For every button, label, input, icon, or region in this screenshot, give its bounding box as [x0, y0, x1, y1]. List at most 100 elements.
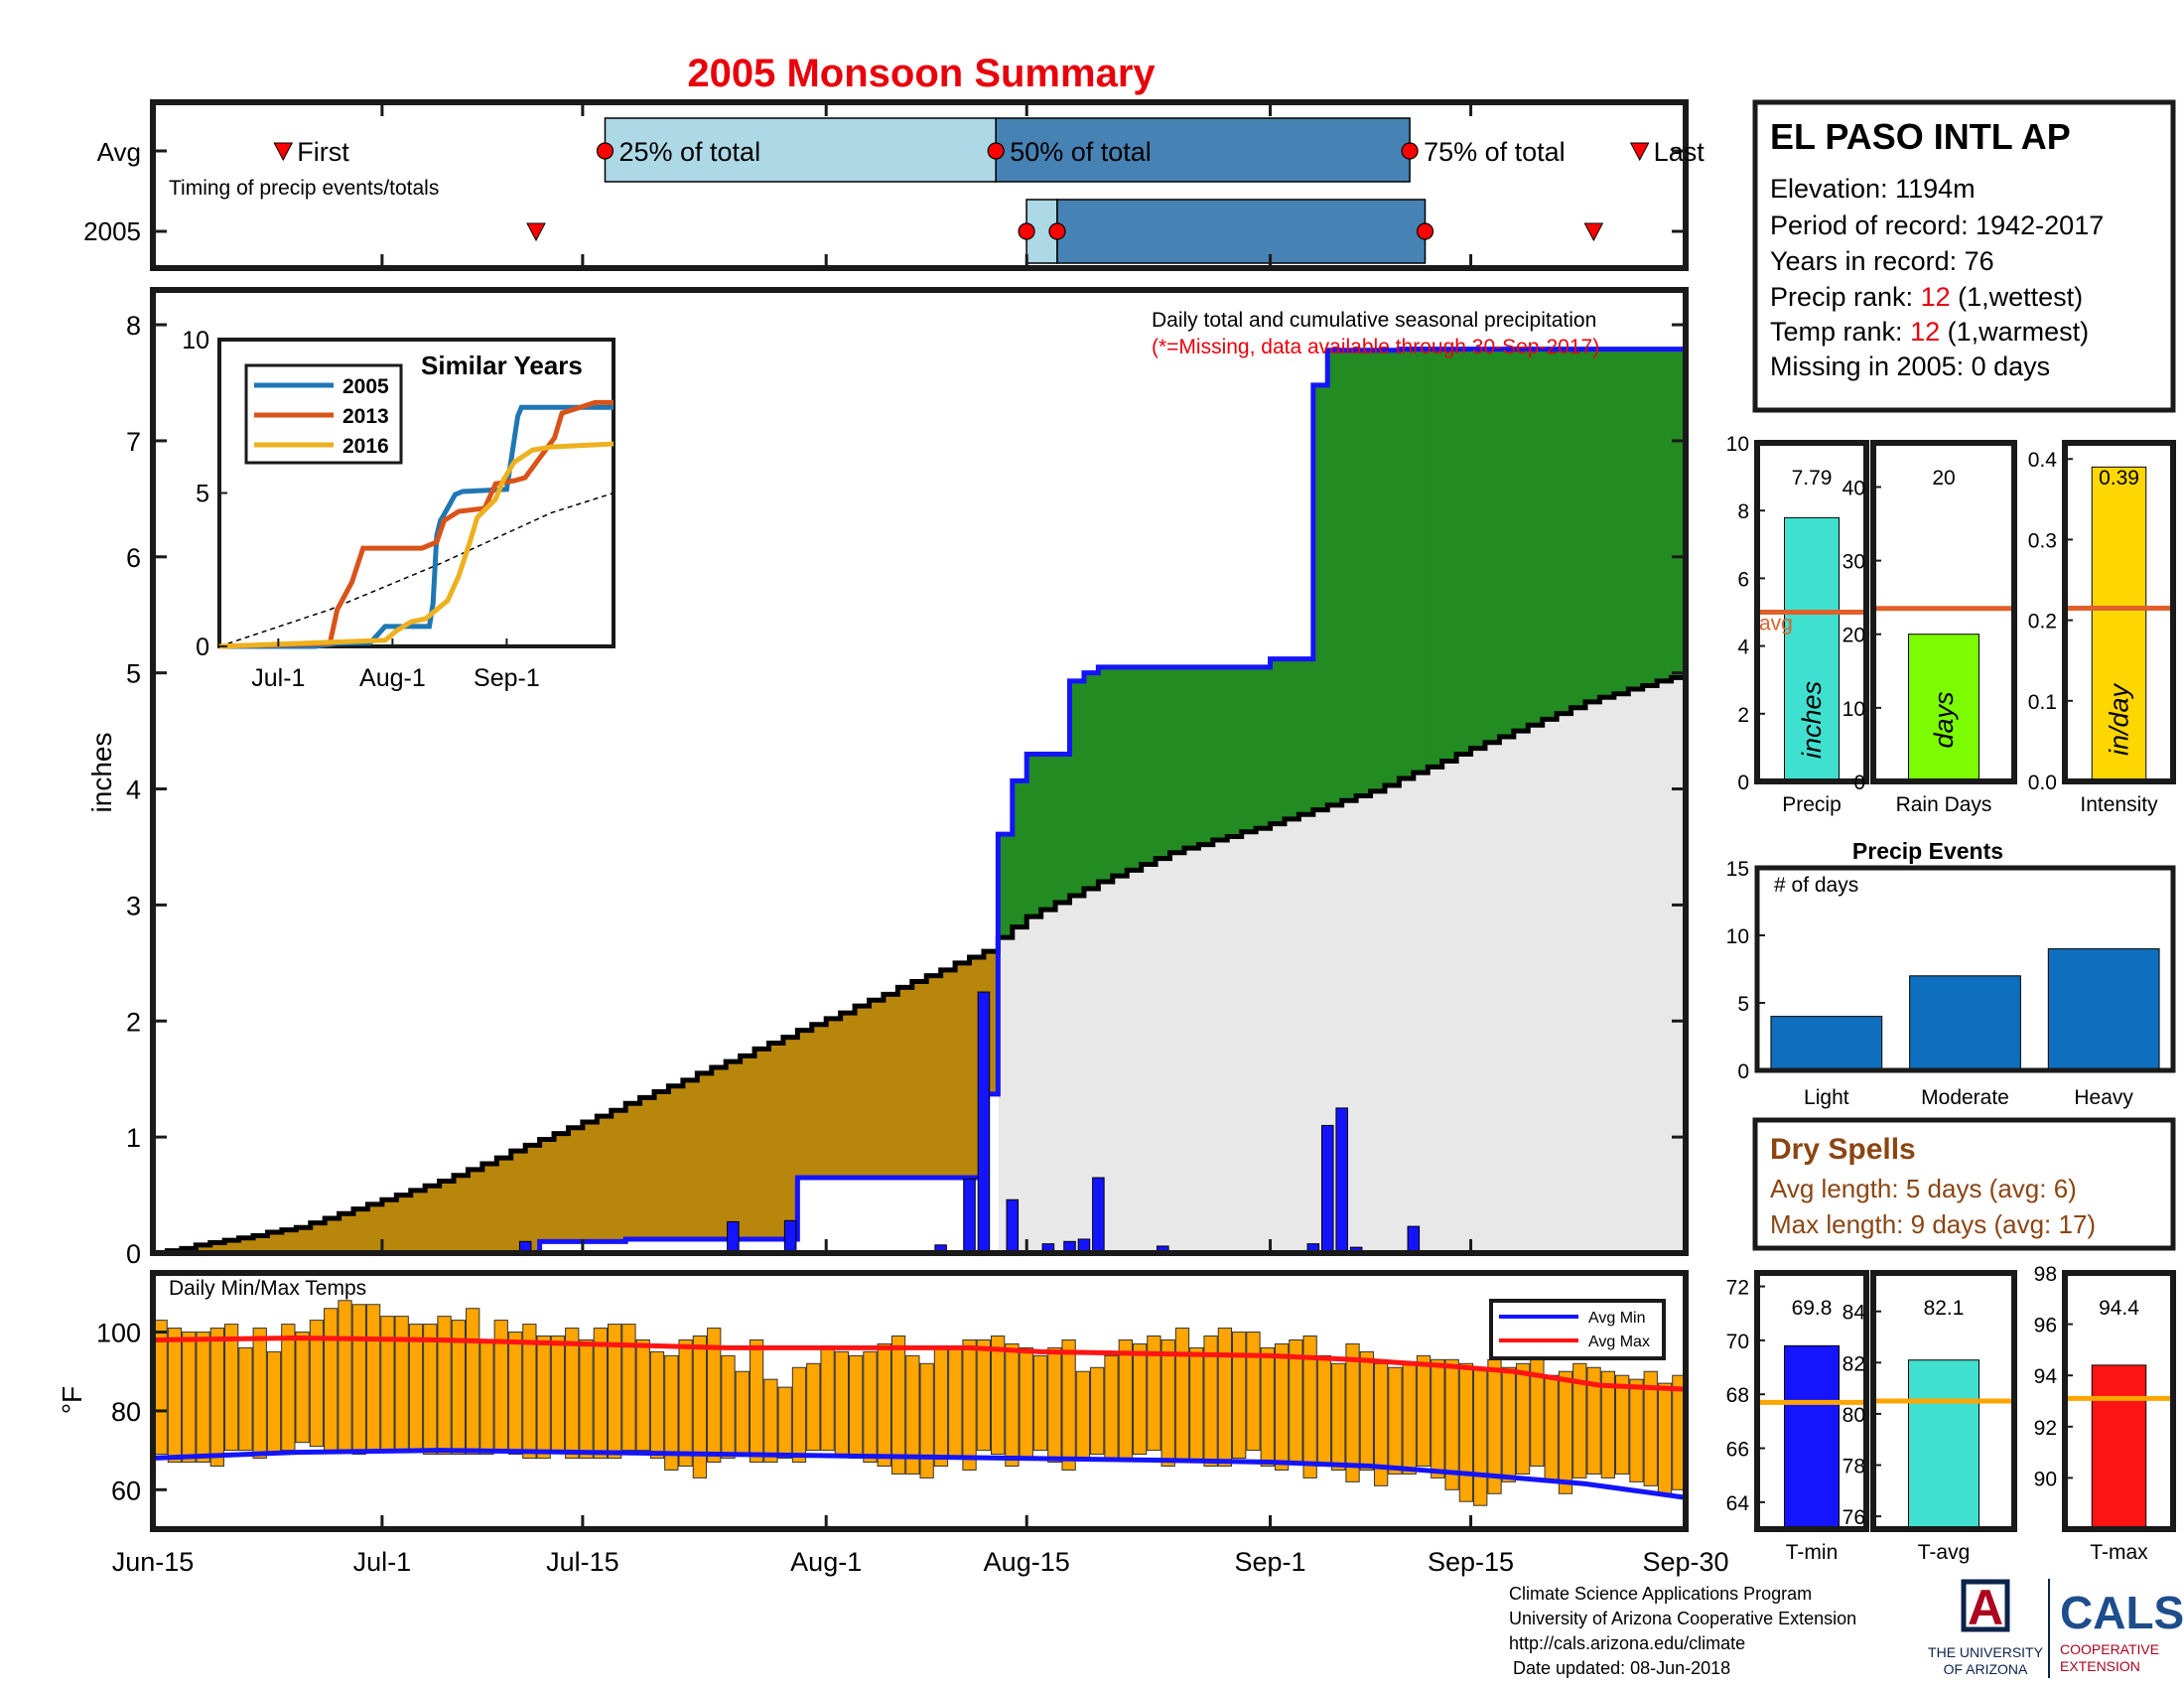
deficit-fill	[697, 1072, 713, 1239]
surplus-fill	[1055, 754, 1071, 904]
dry-spells-max-length: Max length: 9 days (avg: 17)	[1770, 1209, 2096, 1239]
temp-range-bar	[266, 1350, 282, 1456]
deficit-fill	[582, 1121, 598, 1242]
temp-range-bar	[1075, 1370, 1091, 1460]
temp-range-bar	[1501, 1366, 1516, 1482]
small-panel-frame	[1754, 440, 1869, 784]
temp-range-bar	[1473, 1366, 1488, 1506]
small-panel-y-tick-label: 0.4	[2028, 449, 2058, 472]
events-bar-light	[1770, 1016, 1883, 1071]
small-panel-y-tick-label: 98	[2034, 1263, 2057, 1286]
temp-range-bar	[1302, 1336, 1317, 1478]
small-panel-bar	[1784, 1344, 1840, 1530]
small-panel-t_avg: 76 78 80 82 84 82.1 T-avg	[1843, 1270, 2017, 1564]
main-y-tick-label: 2	[126, 1007, 141, 1037]
temp-range-bar	[209, 1328, 224, 1467]
deficit-fill	[897, 987, 913, 1179]
surplus-fill	[1613, 349, 1629, 694]
temp-range-bar	[1657, 1382, 1673, 1494]
temps-plot-area: 60 80 100 Jun-15 Jul-1 Jul-15 Aug-1 Aug-15 Sep-1…	[96, 1270, 1729, 1577]
surplus-fill	[1441, 349, 1457, 762]
figure-title: 2005 Monsoon Summary	[687, 52, 1156, 95]
small-panel-y-tick-label: 0.3	[2028, 529, 2057, 552]
station-years: Years in record: 76	[1770, 246, 1994, 276]
y2005-last-marker	[1583, 222, 1604, 242]
temp-range-bar	[579, 1338, 594, 1460]
timing-q50-label: 50% of total	[1010, 137, 1152, 167]
observed-below-area	[768, 1238, 784, 1253]
temp-range-bar	[976, 1338, 991, 1452]
events-plot-area: Light Moderate Heavy 0 5 10 15	[1726, 858, 2176, 1109]
cals-logo: CALS COOPERATIVE EXTENSION	[2060, 1587, 2184, 1674]
surplus-fill	[1169, 666, 1185, 853]
temp-range-bar	[863, 1350, 878, 1464]
observed-below-area	[826, 1178, 842, 1253]
temp-range-bar	[1416, 1354, 1432, 1467]
observed-below-area	[740, 1238, 755, 1253]
inset-title: Similar Years	[421, 351, 583, 380]
daily-precip-bar	[1335, 1107, 1348, 1254]
small-panel-value-label: 7.79	[1792, 467, 1833, 490]
surplus-fill	[1212, 666, 1228, 840]
temp-range-bar	[281, 1324, 296, 1452]
temps-x-tick-label: Aug-15	[984, 1547, 1070, 1577]
temp-range-bar	[309, 1320, 325, 1448]
surplus-fill	[1198, 666, 1214, 845]
small-panel-y-tick-label: 10	[1726, 433, 1749, 456]
deficit-fill	[855, 1006, 871, 1179]
daily-precip-bar	[727, 1220, 740, 1254]
timing-q75-label: 75% of total	[1424, 137, 1566, 167]
daily-precip-bar	[1407, 1225, 1421, 1254]
small-panel-y-tick-label: 96	[2034, 1315, 2057, 1337]
station-precip-rank: Precip rank: 12 (1,wettest)	[1770, 282, 2083, 312]
temp-range-bar	[1331, 1362, 1346, 1471]
timing-panel: Avg 2005 Timing of precip events/totals …	[83, 99, 1706, 271]
timing-last-label: Last	[1654, 137, 1706, 167]
temp-range-bar	[649, 1350, 665, 1460]
temp-range-bar	[550, 1336, 566, 1452]
small-panel-y-tick-label: 0	[1737, 772, 1749, 794]
deficit-fill	[955, 962, 971, 1179]
temp-range-bar	[1515, 1362, 1531, 1475]
main-y-tick-label: 8	[126, 311, 141, 341]
deficit-fill	[682, 1079, 698, 1239]
y2005-first-marker	[526, 222, 546, 242]
surplus-fill	[1528, 349, 1544, 726]
temp-range-bar	[707, 1328, 722, 1464]
main-plot-area: 0 1 2 3 4 5 6 7 8	[126, 287, 1689, 1269]
small-panel-y-tick-label: 66	[1726, 1439, 1749, 1462]
small-panel-y-tick-label: 0.0	[2028, 772, 2057, 794]
temp-range-bar	[479, 1338, 494, 1456]
surplus-fill	[1628, 349, 1644, 690]
deficit-fill	[940, 969, 956, 1179]
surplus-fill	[1341, 350, 1357, 801]
temp-range-bar	[777, 1386, 792, 1460]
temp-range-bar	[1431, 1358, 1445, 1478]
small-panel-value-label: 20	[1932, 467, 1955, 490]
observed-below-area	[897, 1178, 913, 1253]
small-panel-rain_days: 0 10 20 30 40 20 Rain Days days	[1843, 440, 2017, 816]
observed-below-area	[625, 1238, 641, 1253]
deficit-fill	[367, 1203, 383, 1253]
surplus-fill	[1456, 349, 1472, 755]
temp-range-bar	[1388, 1366, 1403, 1475]
surplus-fill	[1570, 349, 1586, 708]
small-panel-y-tick-label: 6	[1737, 568, 1749, 591]
temp-range-bar	[990, 1336, 1006, 1456]
deficit-fill	[840, 1013, 856, 1179]
temp-range-bar	[948, 1346, 963, 1460]
temp-range-bar	[1005, 1342, 1020, 1467]
daily-precip-bar	[963, 1178, 976, 1254]
deficit-fill	[782, 1037, 798, 1239]
temp-range-bar	[1174, 1328, 1190, 1464]
temp-range-bar	[238, 1346, 253, 1452]
events-category-label: Heavy	[2074, 1086, 2133, 1109]
temp-range-bar	[890, 1336, 906, 1475]
small-panel-bar-text: in/day	[2105, 682, 2134, 756]
observed-below-area	[697, 1238, 713, 1253]
small-panel-y-tick-label: 76	[1843, 1506, 1865, 1529]
small-panel-y-tick-label: 20	[1843, 625, 1865, 647]
footer-credits: Climate Science Applications Program Uni…	[1509, 1584, 1856, 1678]
small-panel-y-tick-label: 0.2	[2028, 611, 2057, 633]
small-panel-category-label: Rain Days	[1896, 793, 1992, 816]
